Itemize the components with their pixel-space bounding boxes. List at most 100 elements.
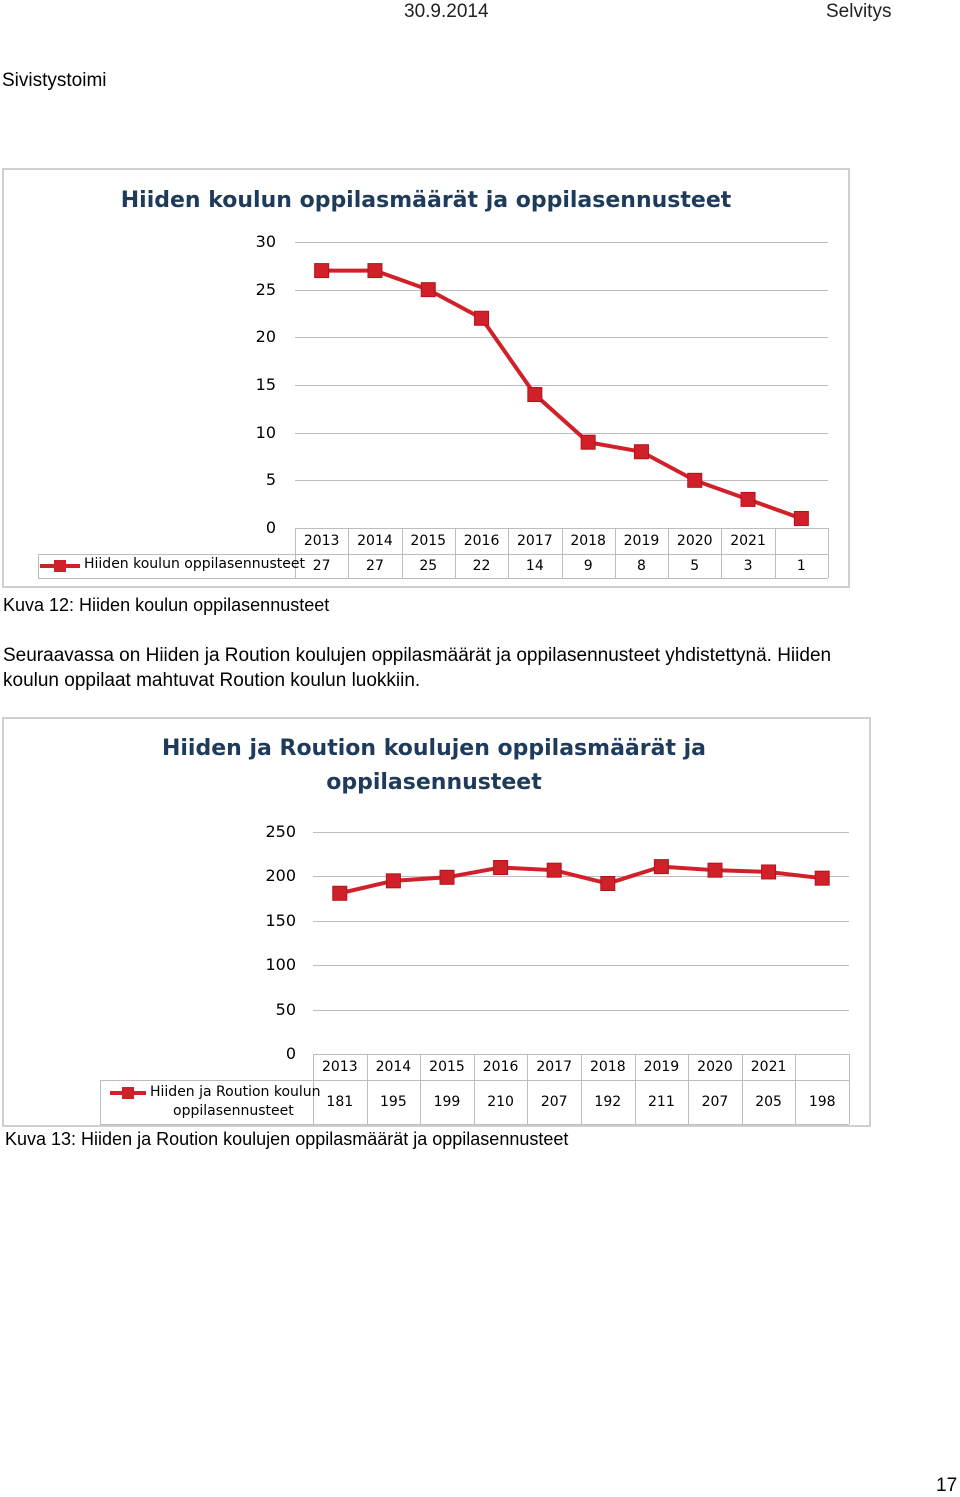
chart1-point-marker bbox=[420, 282, 436, 298]
chart1-table-line bbox=[454, 528, 456, 578]
chart1-table-line bbox=[828, 528, 829, 578]
chart1-gridline bbox=[295, 242, 828, 243]
chart1-table-line bbox=[508, 528, 510, 578]
chart2-table-line bbox=[795, 1054, 797, 1124]
chart1-data-label: 25 bbox=[419, 558, 438, 574]
chart2-legend-key bbox=[110, 1087, 146, 1099]
header-doc-type: Selvitys bbox=[826, 1, 892, 22]
chart2-x-tick-label: 2016 bbox=[482, 1059, 519, 1075]
chart1-table-line bbox=[774, 528, 776, 578]
chart2-y-tick-label: 250 bbox=[265, 822, 296, 841]
chart1-point-marker bbox=[367, 263, 383, 279]
chart2-table-line bbox=[688, 1054, 690, 1124]
chart2-x-tick-label: 2019 bbox=[643, 1059, 680, 1075]
chart2-table-line bbox=[100, 1124, 849, 1125]
chart2-data-label: 207 bbox=[540, 1094, 568, 1110]
chart1-table-line bbox=[348, 528, 350, 578]
chart1-y-tick-label: 5 bbox=[265, 470, 276, 490]
chart2-point-marker bbox=[439, 869, 455, 885]
chart2-x-tick-label: 2020 bbox=[697, 1059, 733, 1075]
chart1-table-line bbox=[561, 528, 563, 578]
chart2-table-line bbox=[527, 1054, 529, 1124]
chart1-x-tick-label: 2014 bbox=[357, 533, 393, 549]
chart2-y-tick-label: 50 bbox=[275, 999, 296, 1019]
chart2-table-line bbox=[420, 1054, 422, 1124]
chart1-gridline bbox=[295, 289, 828, 291]
chart1-table-line bbox=[38, 554, 39, 578]
chart1-legend-label: Hiiden koulun oppilasennusteet bbox=[84, 556, 305, 572]
chart1-table-line bbox=[295, 528, 296, 578]
chart2-data-label: 199 bbox=[433, 1094, 461, 1110]
chart1-gridline bbox=[295, 480, 828, 482]
chart2-data-label: 195 bbox=[380, 1094, 407, 1110]
chart1-point-marker bbox=[793, 510, 809, 526]
chart1-legend-marker bbox=[54, 560, 66, 572]
chart1-x-tick-label: 2013 bbox=[303, 533, 340, 549]
chart2-data-label: 192 bbox=[594, 1094, 622, 1110]
chart1-point-marker bbox=[580, 434, 596, 450]
chart2-x-tick-label: 2014 bbox=[375, 1059, 412, 1075]
chart2-table-line bbox=[473, 1054, 475, 1124]
chart2-x-tick-label: 2015 bbox=[429, 1059, 465, 1075]
chart1-y-tick-label: 25 bbox=[255, 279, 276, 299]
chart1-data-label: 1 bbox=[796, 558, 806, 574]
chart1-data-label: 3 bbox=[743, 558, 753, 574]
chart2-data-label: 198 bbox=[808, 1094, 836, 1110]
chart2-gridline bbox=[313, 1009, 849, 1011]
chart2-legend-marker bbox=[122, 1087, 134, 1099]
chart2-y-tick-label: 150 bbox=[265, 910, 296, 930]
chart2-x-tick-label: 2018 bbox=[589, 1059, 626, 1075]
chart1-table-line bbox=[38, 554, 828, 555]
chart1-data-label: 9 bbox=[583, 558, 593, 574]
chart2-gridline bbox=[313, 965, 849, 967]
chart1-y-tick-label: 30 bbox=[255, 232, 276, 251]
chart2-y-tick-label: 200 bbox=[265, 866, 296, 886]
chart1-table-line bbox=[401, 528, 403, 578]
chart1-frame: Hiiden koulun oppilasmäärät ja oppilasen… bbox=[2, 168, 850, 588]
chart1-table-line bbox=[38, 578, 828, 579]
chart2-data-label: 207 bbox=[701, 1094, 729, 1110]
chart2-data-label: 210 bbox=[487, 1094, 514, 1110]
chart1-point-marker bbox=[474, 310, 490, 326]
chart1-point-marker bbox=[740, 491, 756, 507]
chart1-data-label: 27 bbox=[366, 558, 384, 574]
chart2-title-line-2: oppilasennusteet bbox=[326, 770, 542, 795]
page-number: 17 bbox=[936, 1475, 958, 1496]
chart2-point-marker bbox=[332, 885, 348, 901]
chart2-series-line bbox=[339, 864, 823, 896]
chart1-x-tick-label: 2015 bbox=[410, 533, 447, 549]
chart1-data-label: 14 bbox=[525, 558, 544, 574]
chart1-legend-key bbox=[40, 560, 80, 572]
chart1-gridline bbox=[295, 337, 828, 339]
chart1-gridline bbox=[295, 432, 828, 434]
chart1-point-marker bbox=[527, 387, 543, 403]
chart1-point-marker bbox=[633, 444, 649, 460]
chart1-data-label: 27 bbox=[312, 558, 331, 574]
chart2-point-marker bbox=[600, 876, 616, 892]
chart2-x-tick-label: 2013 bbox=[321, 1059, 358, 1075]
chart2-table-line bbox=[100, 1080, 101, 1124]
chart1-title: Hiiden koulun oppilasmäärät ja oppilasen… bbox=[120, 188, 732, 213]
chart1-table-line bbox=[721, 528, 723, 578]
department-label: Sivistystoimi bbox=[2, 70, 107, 91]
paragraph-line-1: Seuraavassa on Hiiden ja Roution kouluje… bbox=[3, 645, 832, 666]
chart2-title-line-1: Hiiden ja Roution koulujen oppilasmäärät… bbox=[161, 736, 707, 761]
chart1-point-marker bbox=[687, 472, 703, 488]
chart2-point-marker bbox=[385, 873, 401, 889]
chart1-y-tick-label: 20 bbox=[255, 327, 276, 347]
chart1-x-tick-label: 2017 bbox=[517, 533, 553, 549]
chart2-legend-line-2: oppilasennusteet bbox=[173, 1103, 294, 1119]
chart1-gridline bbox=[295, 385, 828, 386]
chart2-gridline bbox=[313, 832, 849, 833]
chart2-point-marker bbox=[653, 859, 669, 875]
chart2-caption: Kuva 13: Hiiden ja Roution koulujen oppi… bbox=[5, 1129, 569, 1149]
chart2-frame: Hiiden ja Roution koulujen oppilasmäärät… bbox=[2, 717, 871, 1127]
chart1-x-tick-label: 2019 bbox=[623, 533, 660, 549]
chart1-table-line bbox=[668, 528, 670, 578]
chart1-data-label: 22 bbox=[472, 558, 491, 574]
chart2-data-label: 205 bbox=[755, 1094, 782, 1110]
chart2-data-label: 211 bbox=[648, 1094, 675, 1110]
chart1-y-tick-label: 15 bbox=[255, 375, 276, 394]
